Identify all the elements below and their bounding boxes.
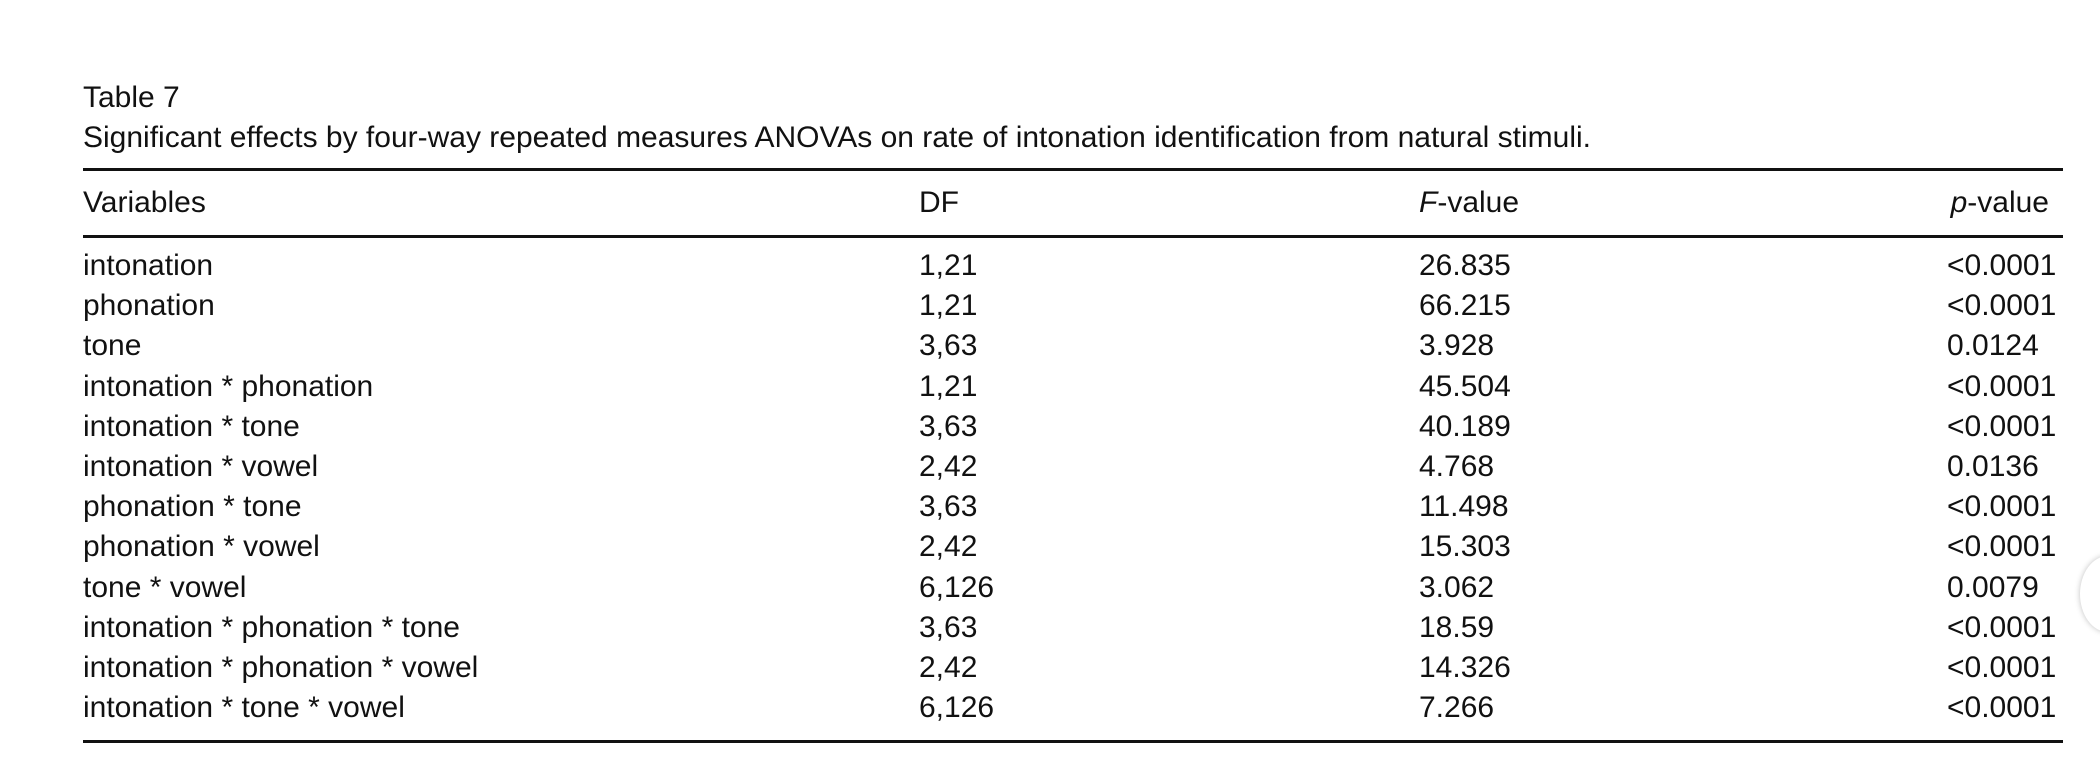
table-row: intonation 1,21 26.835 <0.0001 (83, 246, 2063, 286)
cell-df: 3,63 (919, 490, 978, 524)
cell-df: 2,42 (919, 650, 978, 684)
side-scroll-handle[interactable] (2080, 556, 2100, 632)
header-f-italic: F (1419, 186, 1438, 219)
table-row: intonation * phonation * tone 3,63 18.59 <0… (83, 608, 2063, 648)
cell-df: 2,42 (919, 449, 978, 483)
cell-f-value: 15.303 (1419, 530, 1511, 564)
cell-p-value: <0.0001 (1947, 610, 2057, 644)
cell-df: 6,126 (919, 570, 995, 604)
cell-p-value: 0.0079 (1947, 570, 2039, 604)
table-bottom-rule (83, 740, 2063, 744)
header-p-suffix: -value (1967, 186, 2049, 219)
header-f-suffix: -value (1437, 186, 1520, 219)
table-row: tone 3,63 3.928 0.0124 (83, 326, 2063, 366)
table-caption: Significant effects by four-way repeated… (83, 121, 1591, 154)
cell-variables: intonation * phonation * vowel (83, 650, 479, 684)
cell-df: 1,21 (919, 289, 978, 323)
cell-df: 2,42 (919, 530, 978, 564)
table-label: Table 7 (83, 81, 180, 114)
cell-f-value: 7.266 (1419, 691, 1495, 725)
cell-variables: intonation * phonation (83, 369, 374, 403)
cell-p-value: 0.0124 (1947, 329, 2039, 363)
cell-p-value: <0.0001 (1947, 650, 2057, 684)
cell-f-value: 40.189 (1419, 409, 1511, 443)
cell-variables: intonation * phonation * tone (83, 610, 460, 644)
cell-df: 6,126 (919, 691, 995, 725)
cell-p-value: <0.0001 (1947, 530, 2057, 564)
cell-f-value: 26.835 (1419, 249, 1511, 282)
cell-variables: phonation * tone (83, 490, 302, 524)
cell-f-value: 4.768 (1419, 449, 1495, 483)
cell-f-value: 3.062 (1419, 570, 1495, 604)
cell-variables: intonation (83, 249, 214, 282)
cell-df: 1,21 (919, 369, 978, 403)
table-body: intonation 1,21 26.835 <0.0001 phonation 1,21… (83, 238, 2063, 740)
table-header-row: Variables DF F-value p-value (83, 171, 2063, 235)
cell-p-value: <0.0001 (1947, 490, 2057, 524)
cell-p-value: <0.0001 (1947, 369, 2057, 403)
table-row: intonation * tone * vowel 6,126 7.266 <0.00… (83, 688, 2063, 728)
cell-f-value: 18.59 (1419, 610, 1495, 644)
table-figure: Table 7 Significant effects by four-way … (83, 78, 2063, 744)
cell-p-value: 0.0136 (1947, 449, 2039, 483)
header-f-value: F-value (1419, 171, 1519, 235)
header-p-value: p-value (1951, 171, 2049, 235)
table-row: intonation * tone 3,63 40.189 <0.0001 (83, 407, 2063, 447)
cell-f-value: 11.498 (1419, 490, 1509, 524)
table-row: phonation * vowel 2,42 15.303 <0.0001 (83, 527, 2063, 567)
table-row: phonation * tone 3,63 11.498 <0.0001 (83, 487, 2063, 527)
cell-p-value: <0.0001 (1947, 409, 2057, 443)
cell-p-value: <0.0001 (1947, 289, 2057, 323)
cell-p-value: <0.0001 (1947, 691, 2057, 725)
cell-variables: phonation * vowel (83, 530, 320, 564)
cell-variables: tone (83, 329, 142, 363)
cell-variables: intonation * tone (83, 409, 300, 443)
table-row: intonation * vowel 2,42 4.768 0.0136 (83, 447, 2063, 487)
table-top-rule (83, 168, 2063, 171)
cell-variables: phonation (83, 289, 215, 323)
cell-variables: intonation * tone * vowel (83, 691, 405, 725)
header-variables: Variables (83, 186, 206, 219)
cell-p-value: <0.0001 (1947, 249, 2057, 282)
cell-df: 3,63 (919, 610, 978, 644)
table-row: tone * vowel 6,126 3.062 0.0079 (83, 568, 2063, 608)
cell-variables: tone * vowel (83, 570, 247, 604)
header-df: DF (919, 186, 959, 219)
cell-df: 1,21 (919, 249, 978, 282)
cell-df: 3,63 (919, 409, 978, 443)
cell-f-value: 14.326 (1419, 650, 1511, 684)
cell-f-value: 45.504 (1419, 369, 1511, 403)
cell-df: 3,63 (919, 329, 978, 363)
table-row: intonation * phonation 1,21 45.504 <0.0001 (83, 367, 2063, 407)
table-row: intonation * phonation * vowel 2,42 14.326… (83, 648, 2063, 688)
cell-f-value: 66.215 (1419, 289, 1511, 323)
table-header-rule (83, 235, 2063, 238)
header-p-italic: p (1950, 186, 1968, 219)
cell-f-value: 3.928 (1419, 329, 1495, 363)
cell-variables: intonation * vowel (83, 449, 319, 483)
table-row: phonation 1,21 66.215 <0.0001 (83, 286, 2063, 326)
